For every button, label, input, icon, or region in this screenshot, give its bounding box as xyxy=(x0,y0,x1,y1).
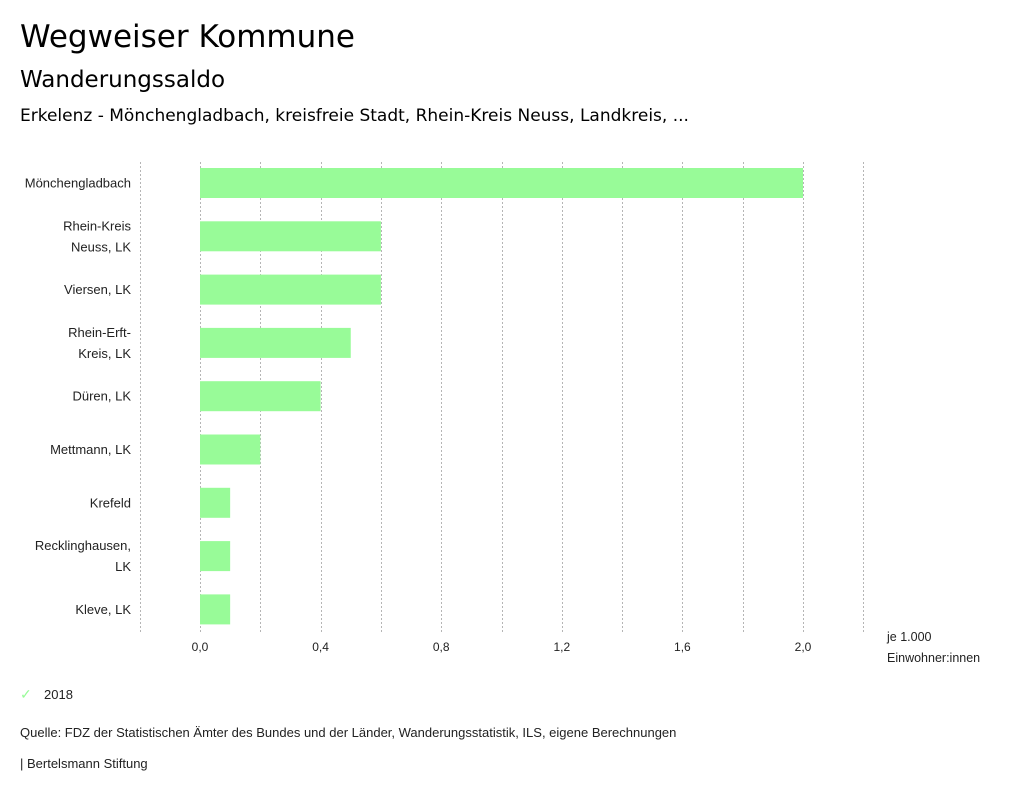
category-label: Viersen, LK xyxy=(64,282,131,297)
bar[interactable] xyxy=(200,221,381,252)
brand-note: | Bertelsmann Stiftung xyxy=(20,756,148,771)
category-label: Kleve, LK xyxy=(75,602,131,617)
bar[interactable] xyxy=(200,381,321,412)
bars xyxy=(200,168,803,625)
bar[interactable] xyxy=(200,541,231,572)
x-tick-label: 0,8 xyxy=(433,640,450,654)
x-tick-label: 0,4 xyxy=(312,640,329,654)
x-tick-label: 0,0 xyxy=(192,640,209,654)
category-label: Düren, LK xyxy=(72,389,131,404)
page-title: Wegweiser Kommune xyxy=(20,19,355,55)
legend-label: 2018 xyxy=(44,687,73,702)
x-tick-labels: 0,0 0,4 0,8 1,2 1,6 2,0 xyxy=(192,640,812,654)
category-label: LK xyxy=(115,559,131,574)
x-axis-unit-label: je 1.000 Einwohner:innen xyxy=(887,627,980,669)
bar-chart: Mönchengladbach Rhein-Kreis Neuss, LK Viers… xyxy=(25,162,864,654)
category-label: Mettmann, LK xyxy=(50,442,131,457)
category-label: Rhein-Kreis xyxy=(63,218,131,233)
bar[interactable] xyxy=(200,487,231,518)
x-tick-label: 1,6 xyxy=(674,640,691,654)
source-note: Quelle: FDZ der Statistischen Ämter des … xyxy=(20,725,677,740)
bar[interactable] xyxy=(200,434,261,465)
category-label: Recklinghausen, xyxy=(35,538,131,553)
x-axis-unit-line1: je 1.000 xyxy=(887,630,932,644)
category-labels: Mönchengladbach Rhein-Kreis Neuss, LK Viers… xyxy=(25,176,132,617)
region-label: Erkelenz - Mönchengladbach, kreisfreie S… xyxy=(20,106,689,126)
x-axis-unit-line2: Einwohner:innen xyxy=(887,651,981,665)
bar[interactable] xyxy=(200,594,231,625)
x-tick-label: 1,2 xyxy=(553,640,570,654)
bar[interactable] xyxy=(200,327,351,358)
category-label: Rhein-Erft- xyxy=(68,325,131,340)
category-label: Krefeld xyxy=(90,495,131,510)
category-label: Mönchengladbach xyxy=(25,176,131,191)
x-tick-label: 2,0 xyxy=(795,640,812,654)
chart-subtitle: Wanderungssaldo xyxy=(20,67,226,93)
check-icon: ✓ xyxy=(20,686,32,702)
bar[interactable] xyxy=(200,274,381,305)
category-label: Neuss, LK xyxy=(71,239,131,254)
category-label: Kreis, LK xyxy=(78,346,131,361)
bar[interactable] xyxy=(200,168,803,198)
legend-item-2018[interactable]: ✓ 2018 xyxy=(20,686,73,703)
